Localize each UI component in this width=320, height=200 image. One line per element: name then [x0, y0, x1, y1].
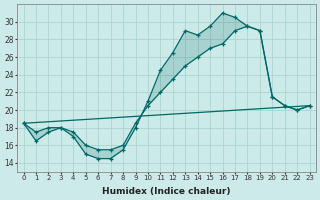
X-axis label: Humidex (Indice chaleur): Humidex (Indice chaleur): [102, 187, 231, 196]
